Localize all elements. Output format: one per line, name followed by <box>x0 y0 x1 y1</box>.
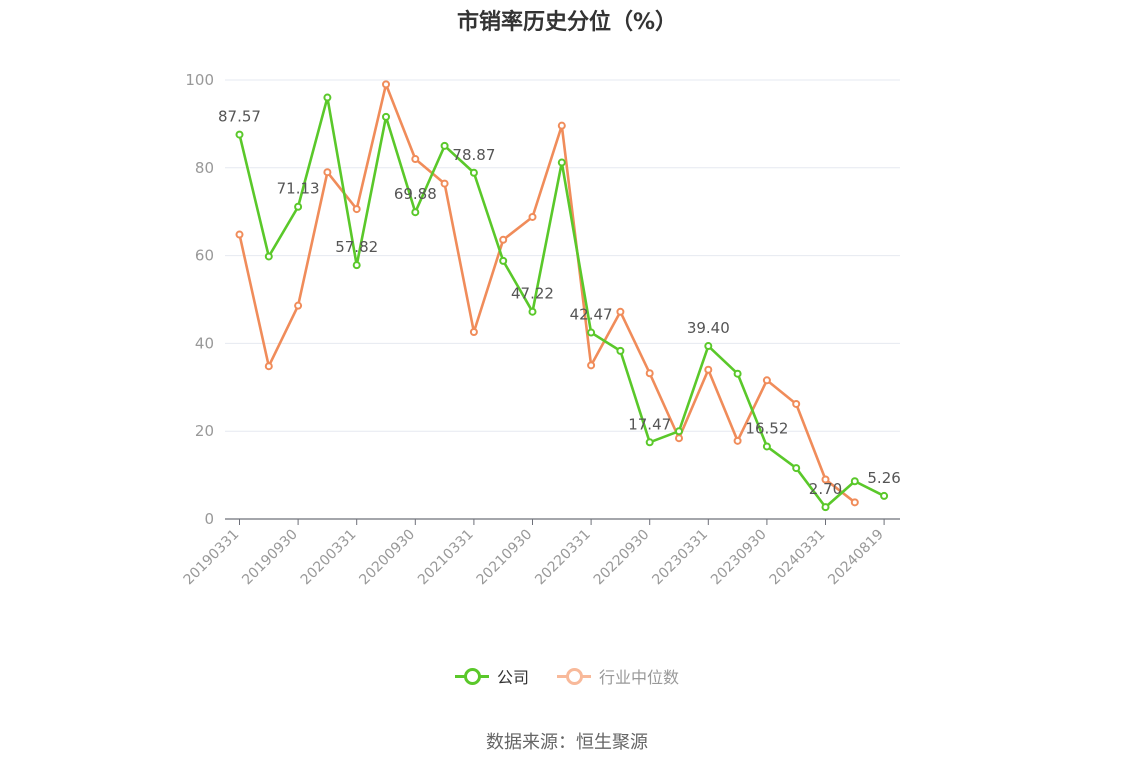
legend-industry-label: 行业中位数 <box>599 668 680 687</box>
data-point-company <box>645 438 654 447</box>
legend: 公司 行业中位数 <box>0 664 1134 688</box>
data-point-company <box>850 477 859 486</box>
data-label: 39.40 <box>687 319 730 337</box>
data-point-company <box>294 202 303 211</box>
y-tick-label: 60 <box>195 247 214 265</box>
source-note: 数据来源：恒生聚源 <box>486 732 648 753</box>
data-label-layer: 87.57 71.13 57.82 69.88 78.87 47.22 42.47 17.47… <box>218 108 901 499</box>
data-point-company <box>557 158 566 167</box>
data-label: 47.22 <box>511 285 554 303</box>
data-point-industry <box>792 399 801 408</box>
data-point-industry <box>235 230 244 239</box>
data-point-industry <box>469 327 478 336</box>
data-point-industry <box>733 436 742 445</box>
data-point-company <box>264 252 273 261</box>
data-point-company <box>499 256 508 265</box>
data-point-company <box>528 307 537 316</box>
x-tick-label: 20200331 <box>298 527 360 589</box>
data-point-company <box>880 491 889 500</box>
data-point-industry <box>821 475 830 484</box>
x-tick-label: 20220331 <box>532 527 594 589</box>
y-tick-label: 40 <box>195 334 214 352</box>
data-point-industry <box>675 434 683 443</box>
data-point-company <box>587 328 596 337</box>
data-point-industry <box>762 376 771 385</box>
data-point-industry <box>382 80 390 89</box>
data-point-industry <box>645 369 654 378</box>
x-tick-label: 20230331 <box>649 527 711 589</box>
data-point-company <box>323 93 332 102</box>
data-point-company <box>821 503 830 512</box>
data-label: 5.26 <box>867 469 900 487</box>
x-tick-label: 20190930 <box>239 527 301 589</box>
data-label: 78.87 <box>452 146 495 164</box>
data-label: 57.82 <box>335 238 378 256</box>
axis-layer: 0 20 40 60 80 100 2019033120190930202003312020… <box>181 71 900 588</box>
x-tick-label: 20220930 <box>591 527 653 589</box>
data-label: 71.13 <box>277 180 320 198</box>
x-tick-label: 20190331 <box>181 527 243 589</box>
data-point-industry <box>411 155 420 164</box>
data-label: 87.57 <box>218 108 261 126</box>
data-point-company <box>675 427 683 436</box>
data-point-industry <box>264 362 273 371</box>
data-label: 17.47 <box>628 415 671 433</box>
data-point-company <box>411 208 420 217</box>
data-point-industry <box>323 168 332 177</box>
data-point-industry <box>294 301 303 310</box>
x-tick-label: 20210930 <box>474 527 536 589</box>
x-tick-label: 20210331 <box>415 527 477 589</box>
y-tick-label: 0 <box>204 510 214 528</box>
data-point-industry <box>850 498 859 507</box>
data-point-industry <box>499 235 508 244</box>
legend-item-company[interactable]: 公司 <box>454 664 529 688</box>
x-tick-label: 20200930 <box>356 527 418 589</box>
y-tick-label: 100 <box>185 71 214 89</box>
data-point-company <box>792 464 801 473</box>
y-tick-label: 20 <box>195 422 214 440</box>
data-point-industry <box>528 212 537 221</box>
data-point-company <box>440 141 449 150</box>
data-point-industry <box>557 121 566 130</box>
data-point-industry <box>440 179 449 188</box>
series-layer <box>235 80 889 512</box>
data-point-industry <box>352 205 361 214</box>
data-point-industry <box>616 307 625 316</box>
data-point-company <box>733 369 742 378</box>
data-point-industry <box>587 361 596 370</box>
data-point-company <box>352 261 361 270</box>
data-point-company <box>704 342 713 351</box>
data-point-company <box>762 442 771 451</box>
data-point-company <box>382 112 390 121</box>
y-tick-label: 80 <box>195 159 214 177</box>
chart-title: 市销率历史分位（%） <box>456 10 678 35</box>
data-point-industry <box>704 365 713 374</box>
data-label: 16.52 <box>745 419 788 437</box>
data-label: 69.88 <box>394 185 437 203</box>
data-point-company <box>616 346 625 355</box>
legend-company-label: 公司 <box>496 668 529 687</box>
data-point-company <box>469 168 478 177</box>
data-point-company <box>235 130 244 139</box>
data-label: 2.70 <box>809 480 842 498</box>
x-tick-label: 20240819 <box>825 527 887 589</box>
x-tick-label: 20240331 <box>767 527 829 589</box>
legend-item-industry[interactable]: 行业中位数 <box>557 664 679 688</box>
legend-industry-swatch-icon <box>557 666 591 686</box>
legend-company-swatch-icon <box>454 666 489 686</box>
x-tick-label: 20230930 <box>708 527 770 589</box>
data-label: 42.47 <box>570 306 613 324</box>
